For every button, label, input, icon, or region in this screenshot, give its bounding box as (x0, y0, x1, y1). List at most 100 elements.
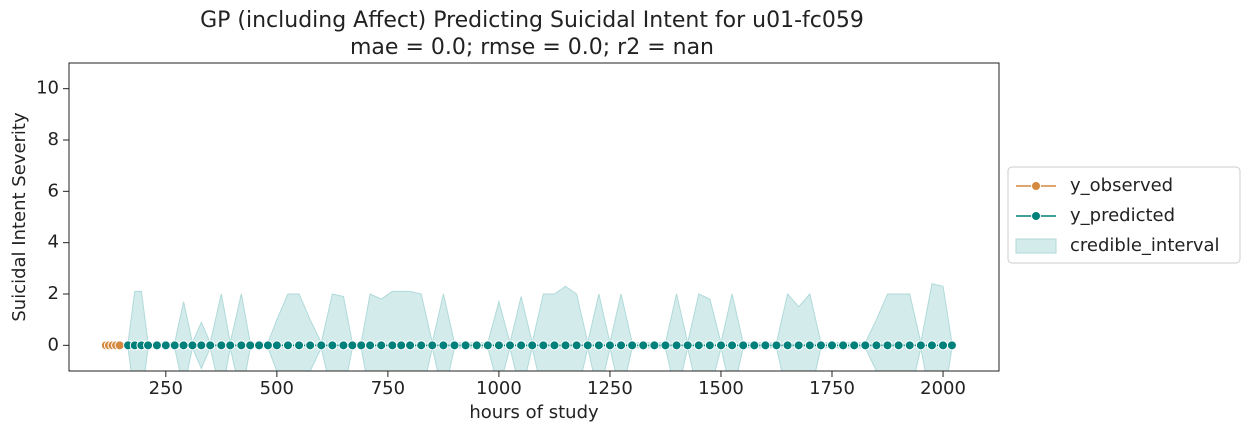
data-point (114, 340, 125, 351)
data-point (560, 340, 571, 351)
legend-marker (1031, 181, 1041, 191)
x-tick-label: 1750 (809, 378, 855, 399)
data-point (849, 340, 860, 351)
data-point (649, 340, 660, 351)
data-point (938, 340, 949, 351)
data-point (376, 340, 387, 351)
data-point (282, 340, 293, 351)
data-point (904, 340, 915, 351)
data-point (604, 340, 615, 351)
data-point (782, 340, 793, 351)
data-point (538, 340, 549, 351)
data-point (771, 340, 782, 351)
legend-box (1007, 166, 1241, 264)
data-point (815, 340, 826, 351)
y-tick-label: 6 (48, 180, 59, 201)
y-tick-label: 2 (48, 283, 59, 304)
data-point (527, 340, 538, 351)
plot-area (100, 283, 957, 371)
data-point (151, 340, 162, 351)
x-tick-label: 500 (260, 378, 294, 399)
data-point (693, 340, 704, 351)
data-point (225, 340, 236, 351)
data-point (893, 340, 904, 351)
data-point (738, 340, 749, 351)
legend-label: y_predicted (1070, 205, 1175, 226)
data-point (760, 340, 771, 351)
data-point (838, 340, 849, 351)
data-point (493, 340, 504, 351)
data-point (593, 340, 604, 351)
x-tick-label: 1000 (476, 378, 522, 399)
legend-label: credible_interval (1070, 235, 1220, 256)
legend-label: y_observed (1070, 175, 1173, 196)
data-point (365, 340, 376, 351)
data-point (946, 340, 957, 351)
data-point (143, 340, 154, 351)
data-point (427, 340, 438, 351)
y-tick-label: 10 (36, 78, 59, 99)
data-point (882, 340, 893, 351)
data-point (860, 340, 871, 351)
plot-frame (68, 62, 1000, 372)
x-axis-label: hours of study (469, 402, 599, 423)
data-point (749, 340, 760, 351)
data-point (505, 340, 516, 351)
y-axis-label: Suicidal Intent Severity (9, 112, 30, 322)
data-point (405, 340, 416, 351)
data-point (187, 340, 198, 351)
x-tick-label: 750 (371, 378, 405, 399)
data-point (793, 340, 804, 351)
data-point (387, 340, 398, 351)
legend-marker (1031, 211, 1041, 221)
data-point (915, 340, 926, 351)
data-point (305, 340, 316, 351)
data-point (196, 340, 207, 351)
data-point (245, 340, 256, 351)
data-point (616, 340, 627, 351)
data-point (471, 340, 482, 351)
data-point (178, 340, 189, 351)
data-point (671, 340, 682, 351)
data-point (638, 340, 649, 351)
data-point (516, 340, 527, 351)
x-tick-label: 1500 (698, 378, 744, 399)
chart-title: GP (including Affect) Predicting Suicida… (200, 8, 864, 33)
x-tick-label: 1250 (587, 378, 633, 399)
data-point (205, 340, 216, 351)
data-point (169, 340, 180, 351)
data-point (926, 340, 937, 351)
data-point (827, 340, 838, 351)
data-point (804, 340, 815, 351)
data-point (682, 340, 693, 351)
x-tick-label: 250 (149, 378, 183, 399)
y-tick-label: 4 (48, 232, 59, 253)
data-point (271, 340, 282, 351)
data-point (660, 340, 671, 351)
data-point (216, 340, 227, 351)
data-point (254, 340, 265, 351)
data-point (549, 340, 560, 351)
data-point (236, 340, 247, 351)
data-point (356, 340, 367, 351)
y-tick-label: 0 (48, 334, 59, 355)
data-point (160, 340, 171, 351)
data-point (396, 340, 407, 351)
legend-swatch (1015, 238, 1057, 254)
data-point (571, 340, 582, 351)
y-tick-label: 8 (48, 129, 59, 150)
data-point (715, 340, 726, 351)
data-point (416, 340, 427, 351)
data-point (871, 340, 882, 351)
data-point (316, 340, 327, 351)
x-tick-label: 2000 (920, 378, 966, 399)
data-point (327, 340, 338, 351)
chart-subtitle: mae = 0.0; rmse = 0.0; r2 = nan (350, 35, 714, 60)
data-point (727, 340, 738, 351)
data-point (582, 340, 593, 351)
data-point (482, 340, 493, 351)
data-point (262, 340, 273, 351)
data-point (704, 340, 715, 351)
data-point (460, 340, 471, 351)
